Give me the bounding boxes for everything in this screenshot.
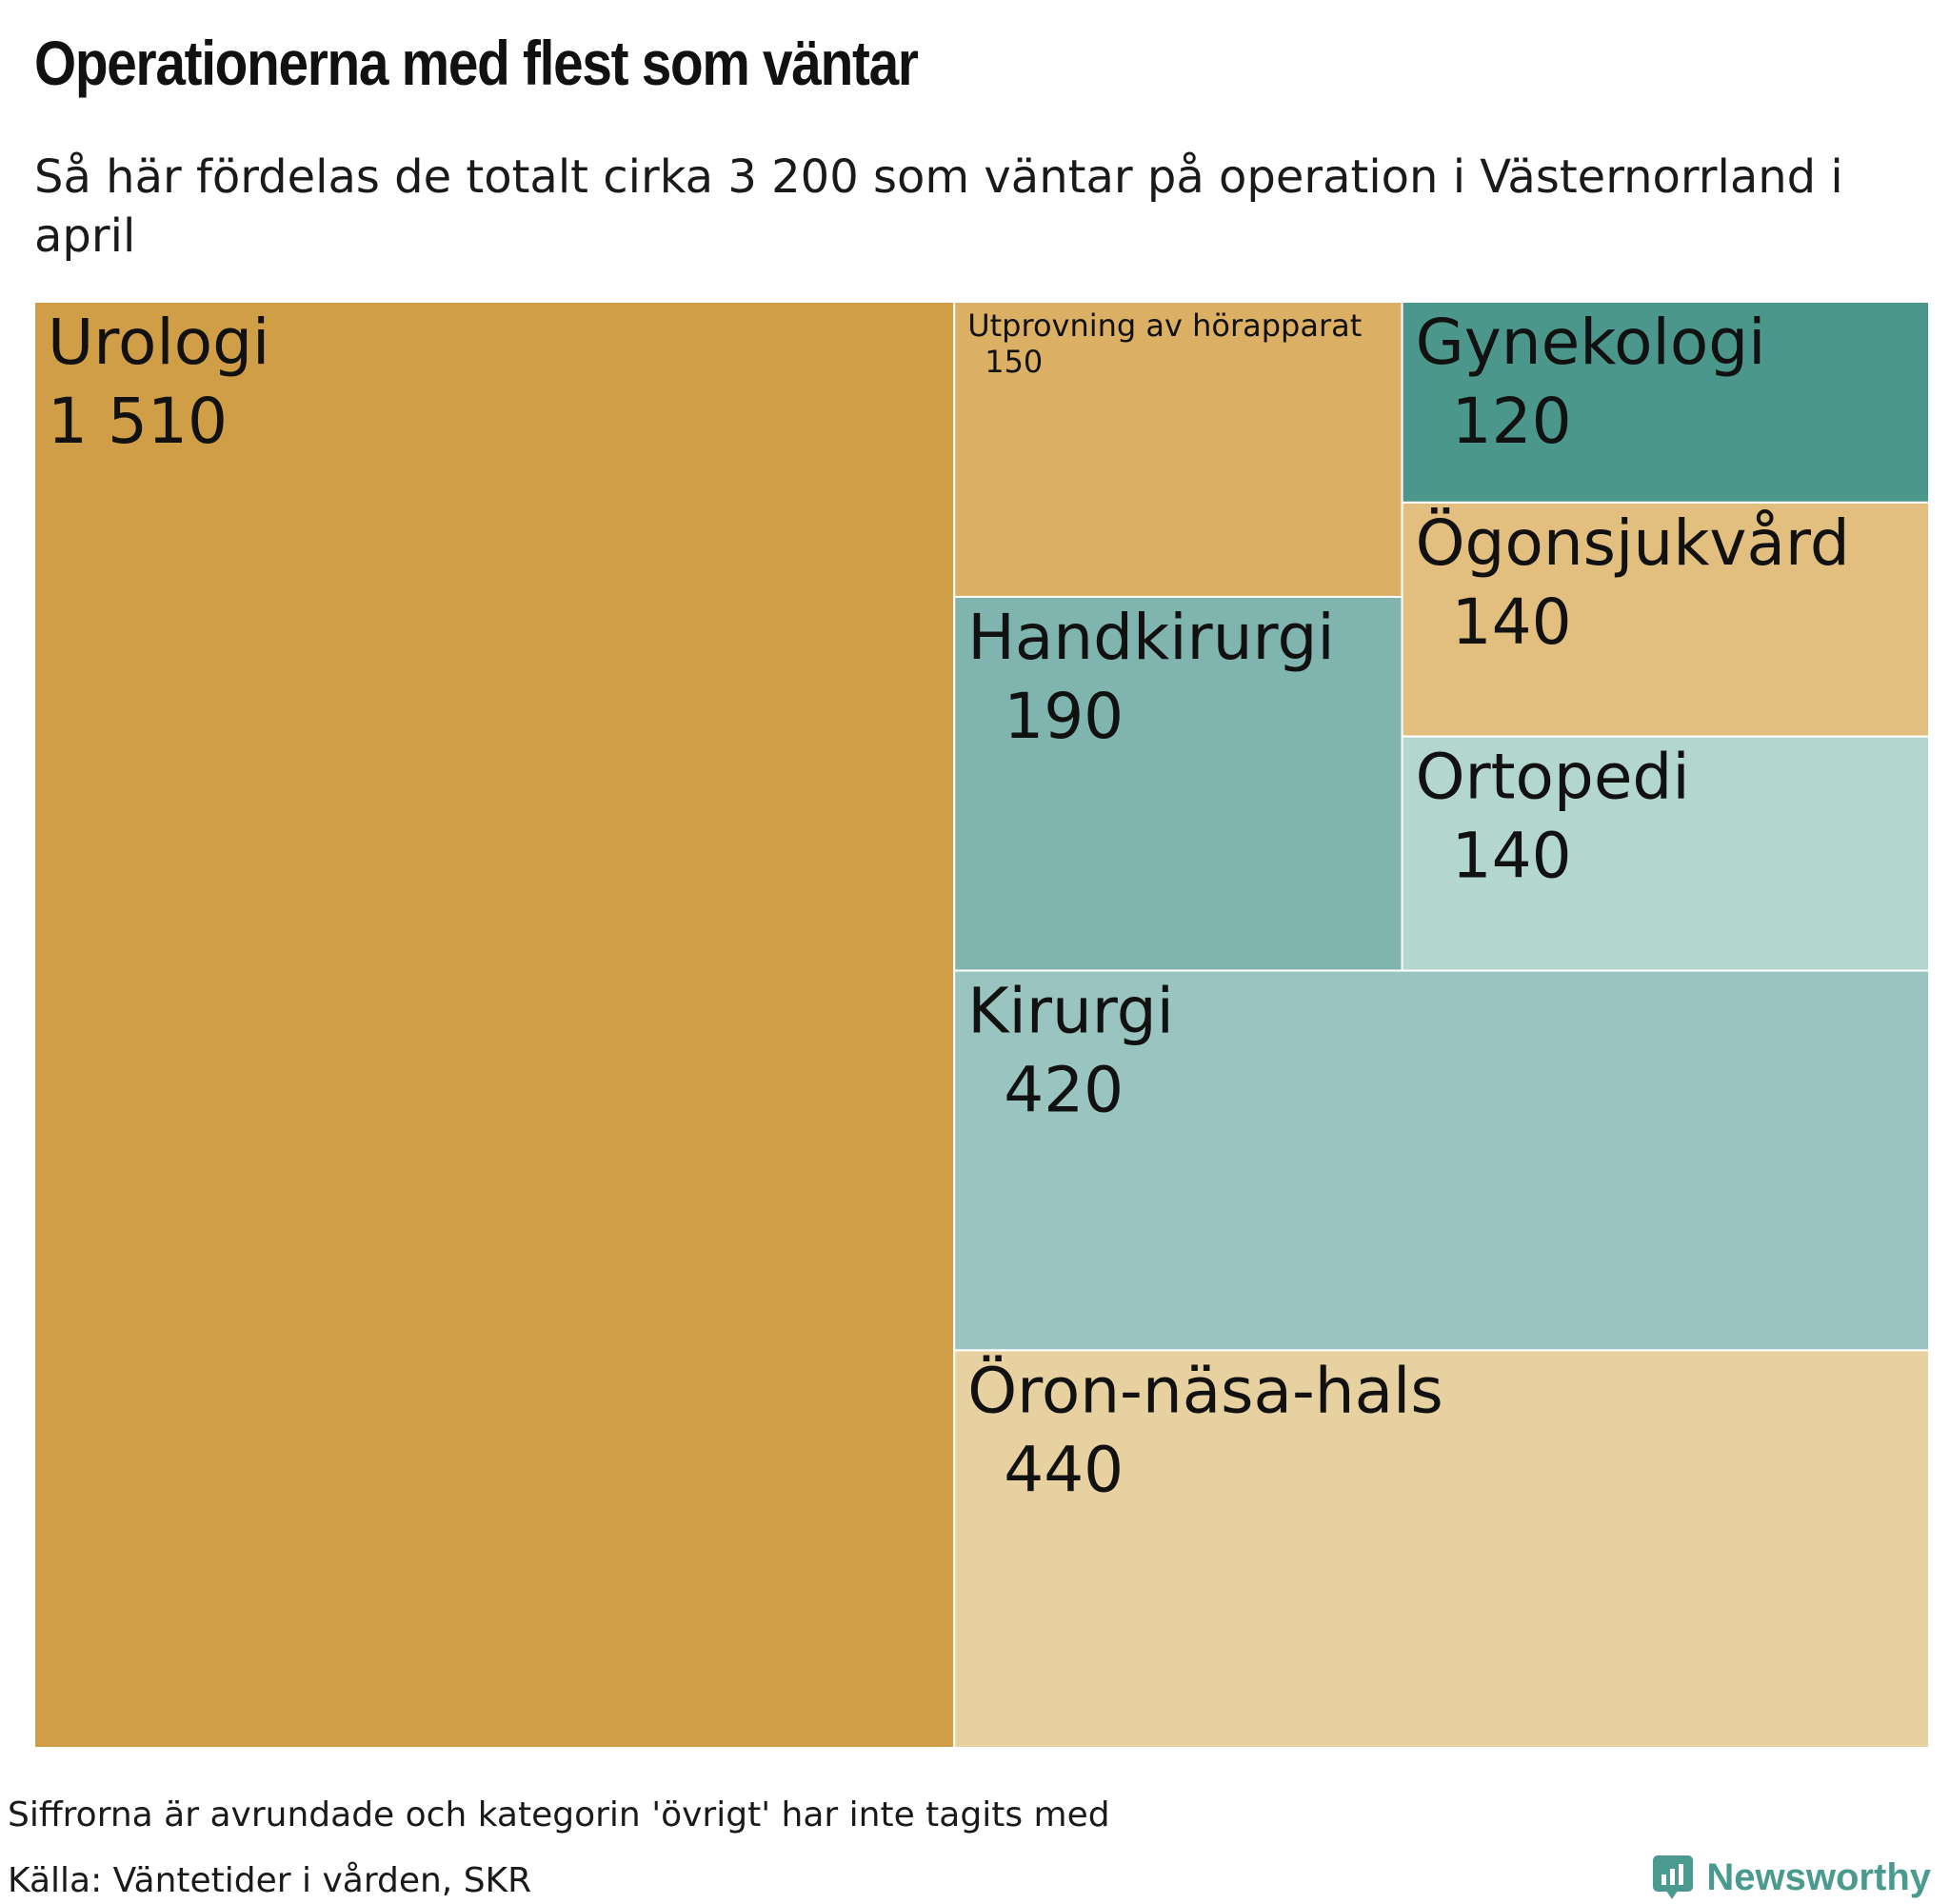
treemap-rect-ortopedi	[1401, 735, 1931, 972]
brand-name: Newsworthy	[1706, 1855, 1931, 1898]
treemap-label-gynekologi: Gynekologi	[1416, 306, 1766, 379]
treemap-label-handkirurgi: Handkirurgi	[967, 601, 1335, 674]
chart-subtitle: Så här fördelas de totalt cirka 3 200 so…	[34, 150, 1843, 263]
treemap-value-urologi: 1 510	[48, 385, 228, 458]
treemap-label-ortopedi: Ortopedi	[1416, 741, 1690, 814]
brand-logo: Newsworthy	[1653, 1851, 1931, 1904]
treemap-rect-oron-nasa-hals	[953, 1349, 1930, 1750]
treemap-value-handkirurgi: 190	[1004, 680, 1124, 753]
footnote: Siffrorna är avrundade och kategorin 'öv…	[8, 1795, 1110, 1835]
treemap-value-utprovning-av-horapparat: 150	[985, 344, 1043, 380]
treemap-label-utprovning-av-horapparat: Utprovning av hörapparat	[967, 307, 1362, 344]
treemap-rect-urologi	[33, 301, 956, 1749]
treemap-rect-utprovning-av-horapparat	[953, 301, 1403, 598]
treemap-rect-handkirurgi	[953, 595, 1403, 972]
treemap-rect-gynekologi	[1401, 301, 1931, 504]
treemap-value-ogonsjukvard: 140	[1452, 585, 1572, 659]
treemap-label-oron-nasa-hals: Öron-näsa-hals	[967, 1354, 1443, 1427]
treemap-value-ortopedi: 140	[1452, 820, 1572, 893]
treemap-rect-kirurgi	[953, 969, 1930, 1352]
chart-title: Operationerna med flest som väntar	[34, 28, 919, 98]
bar-chart-speech-bubble-icon	[1653, 1855, 1694, 1899]
source-text: Källa: Väntetider i vården, SKR	[8, 1861, 532, 1900]
treemap-label-urologi: Urologi	[48, 306, 269, 379]
treemap-value-gynekologi: 120	[1452, 385, 1572, 458]
treemap-label-kirurgi: Kirurgi	[967, 975, 1174, 1048]
treemap-value-oron-nasa-hals: 440	[1004, 1433, 1124, 1506]
treemap-label-ogonsjukvard: Ögonsjukvård	[1416, 506, 1850, 580]
treemap-value-kirurgi: 420	[1004, 1054, 1124, 1127]
